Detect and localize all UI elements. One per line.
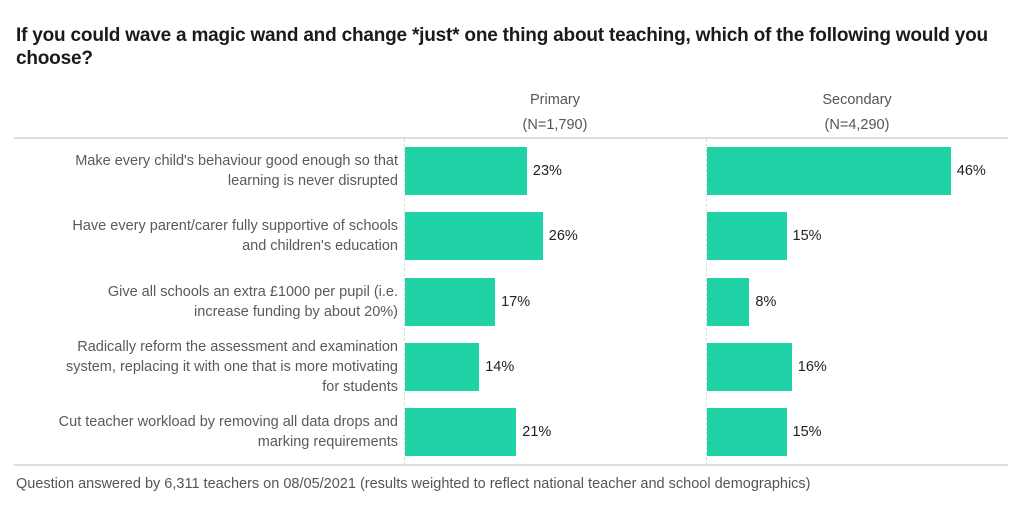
category-label-line: learning is never disrupted (227, 173, 398, 189)
category-label-line: and children's education (242, 238, 398, 255)
bottom-divider (14, 464, 1008, 466)
bar-value-label: 15% (792, 228, 822, 245)
column-header-primary-name: Primary (530, 92, 580, 108)
category-label-line: system, replacing it with one that is mo… (65, 358, 398, 375)
bar-value-label: 8% (755, 293, 777, 310)
bar-secondary (707, 212, 787, 261)
category-label: Make every child's behaviour good enough… (10, 147, 398, 195)
bar-value-label: 15% (792, 424, 822, 441)
column-header-secondary: Secondary (N=4,290) (772, 88, 942, 138)
category-label-line: Make every child's behaviour good enough… (75, 153, 398, 169)
bar-value-label: 26% (548, 228, 578, 245)
secondary-baseline (706, 139, 707, 465)
category-label-line: Have every parent/carer fully supportive… (72, 218, 398, 235)
bar-secondary (707, 147, 951, 195)
chart-title: If you could wave a magic wand and chang… (16, 25, 988, 69)
bar-value-label: 16% (797, 358, 827, 375)
bar-value-label: 14% (485, 358, 515, 375)
bar-value-label: 46% (956, 163, 986, 179)
category-label-line: increase funding by about 20%) (194, 303, 398, 320)
category-label-line: Give all schools an extra £1000 per pupi… (107, 283, 398, 300)
bar-value-label: 21% (522, 424, 552, 441)
header-divider (14, 137, 1008, 139)
bar-value-label: 23% (532, 163, 562, 179)
column-header-primary: Primary (N=1,790) (470, 88, 640, 138)
bar-primary (405, 147, 527, 195)
category-label-line: Cut teacher workload by removing all dat… (58, 414, 398, 431)
category-label-line: for students (322, 378, 398, 395)
column-header-secondary-name: Secondary (822, 92, 892, 108)
category-label: Cut teacher workload by removing all dat… (10, 408, 398, 456)
category-label-line: marking requirements (257, 434, 398, 451)
bar-primary (405, 277, 496, 326)
bar-secondary (707, 342, 792, 391)
column-header-primary-n: (N=1,790) (522, 117, 588, 133)
bar-secondary (707, 277, 750, 326)
category-label: Radically reform the assessment and exam… (10, 339, 398, 395)
bar-primary (405, 212, 543, 261)
bar-primary (405, 342, 480, 391)
category-label: Give all schools an extra £1000 per pupi… (10, 278, 398, 326)
bar-primary (405, 408, 517, 457)
bar-value-label: 17% (501, 293, 531, 310)
primary-baseline (404, 139, 405, 465)
bar-secondary (707, 408, 787, 457)
category-label: Have every parent/carer fully supportive… (10, 212, 398, 260)
column-header-secondary-n: (N=4,290) (824, 117, 890, 133)
footnote: Question answered by 6,311 teachers on 0… (16, 476, 811, 492)
category-label-line: Radically reform the assessment and exam… (77, 338, 398, 355)
